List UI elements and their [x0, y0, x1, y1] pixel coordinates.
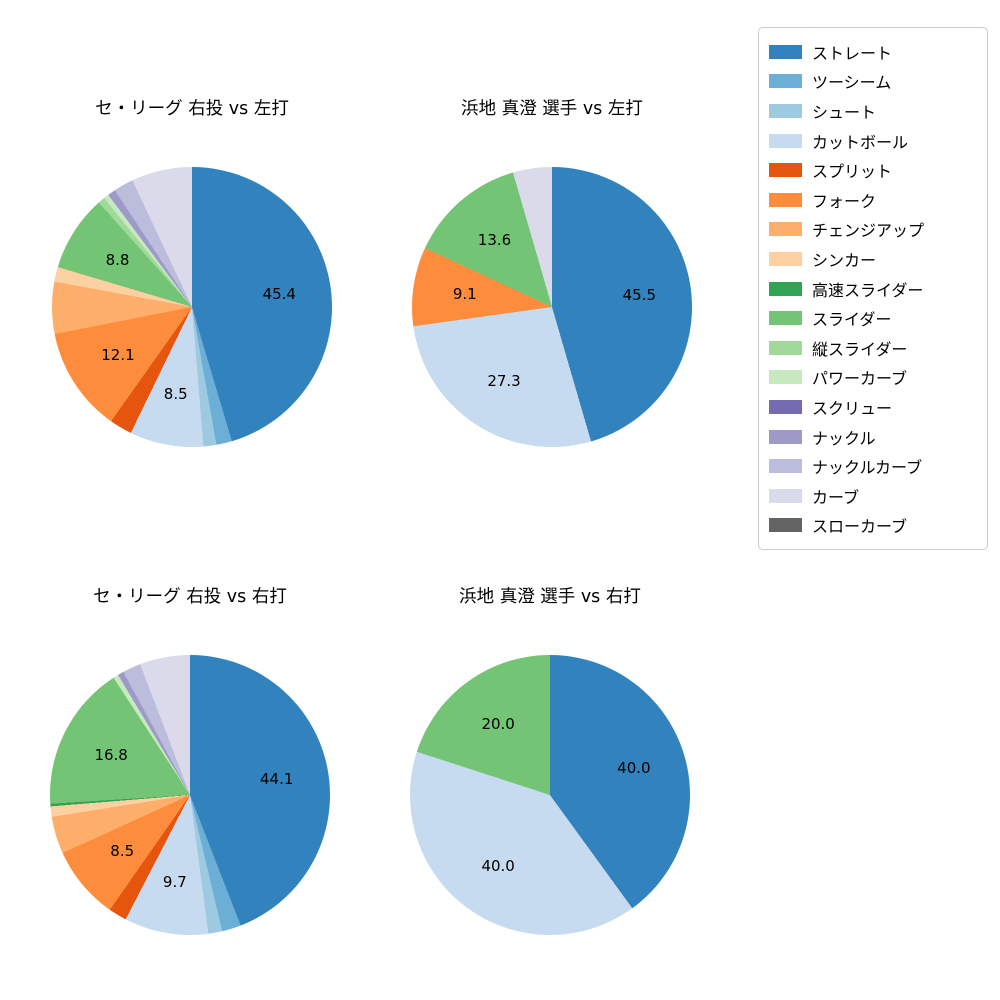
legend-entry: ナックルカーブ	[769, 451, 977, 481]
pie-figure-player-vs-right: 浜地 真澄 選手 vs 右打 40.0 40.0 20.0	[410, 584, 690, 935]
pie-chart: 44.1 9.7 8.5 16.8	[50, 655, 330, 935]
legend-entry: 高速スライダー	[769, 274, 977, 304]
pie-chart: 40.0 40.0 20.0	[410, 655, 690, 935]
legend-label: スプリット	[812, 162, 893, 182]
legend-entry: パワーカーブ	[769, 363, 977, 393]
legend-label: シュート	[812, 102, 877, 122]
legend-label: ストレート	[812, 43, 893, 63]
legend-swatch	[769, 222, 802, 237]
pie-slice-label: 8.8	[105, 250, 130, 269]
legend-label: パワーカーブ	[812, 369, 908, 389]
chart-title: 浜地 真澄 選手 vs 右打	[459, 587, 641, 607]
legend-label: ツーシーム	[812, 73, 892, 93]
pie-slice-label: 44.1	[259, 769, 294, 788]
legend-entry: スローカーブ	[769, 511, 977, 541]
legend-swatch	[769, 251, 802, 266]
legend-entry: ツーシーム	[769, 67, 977, 97]
legend-entry: 縦スライダー	[769, 333, 977, 363]
chart-title: 浜地 真澄 選手 vs 左打	[461, 99, 643, 119]
pie-slice-label: 16.8	[94, 746, 128, 765]
legend-entry: スライダー	[769, 303, 977, 333]
legend-entry: ストレート	[769, 37, 977, 67]
legend-swatch	[769, 340, 802, 355]
pie-slice-label: 45.4	[262, 285, 296, 304]
legend-entry: カットボール	[769, 126, 977, 156]
pie-slice-label: 40.0	[617, 758, 651, 777]
pie-slice-label: 27.3	[487, 372, 521, 391]
legend-entry: チェンジアップ	[769, 215, 977, 245]
legend-swatch	[769, 163, 802, 178]
pie-slice-label: 12.1	[101, 345, 135, 364]
legend-entry: ナックル	[769, 422, 977, 452]
legend-swatch	[769, 429, 802, 444]
chart-title: セ・リーグ 右投 vs 右打	[93, 587, 287, 607]
legend-label: シンカー	[812, 250, 877, 270]
pie-figure-league-vs-right: セ・リーグ 右投 vs 右打 44.1 9.7 8.5 16.8	[50, 584, 330, 935]
pie-slice-label: 20.0	[481, 714, 515, 733]
legend-swatch	[769, 44, 802, 59]
chart-title: セ・リーグ 右投 vs 左打	[95, 99, 289, 119]
pie-slice-label: 8.5	[163, 384, 188, 403]
legend-label: フォーク	[812, 191, 877, 211]
pie-figure-player-vs-left: 浜地 真澄 選手 vs 左打 45.5 27.3 9.1 13.6	[412, 96, 692, 447]
legend-entry: フォーク	[769, 185, 977, 215]
legend-label: スライダー	[812, 310, 892, 330]
legend-label: ナックルカーブ	[812, 458, 923, 478]
legend-swatch	[769, 192, 802, 207]
pie-figure-league-vs-left: セ・リーグ 右投 vs 左打 45.4 8.5 12.1 8.8	[52, 96, 332, 447]
legend-swatch	[769, 74, 802, 89]
legend-swatch	[769, 370, 802, 385]
pie-chart: 45.4 8.5 12.1 8.8	[52, 167, 332, 447]
pie-chart: 45.5 27.3 9.1 13.6	[412, 167, 692, 447]
legend-label: カットボール	[812, 132, 909, 152]
legend: ストレートツーシームシュートカットボール スプリットフォークチェンジアップ シンカー…	[758, 27, 988, 551]
legend-entry: シンカー	[769, 244, 977, 274]
legend-label: チェンジアップ	[812, 221, 925, 241]
pie-slice-label: 45.5	[622, 285, 657, 304]
legend-label: ナックル	[812, 428, 876, 448]
pie-slice-label: 9.7	[162, 872, 187, 891]
pie-slice-label: 8.5	[110, 842, 135, 861]
legend-swatch	[769, 281, 802, 296]
legend-swatch	[769, 488, 802, 503]
legend-entry: スクリュー	[769, 392, 977, 422]
legend-entry: シュート	[769, 96, 977, 126]
legend-entry: カーブ	[769, 481, 977, 511]
legend-swatch	[769, 133, 802, 148]
legend-swatch	[769, 518, 802, 533]
legend-label: スローカーブ	[812, 517, 908, 537]
pie-slice-label: 9.1	[452, 285, 477, 304]
legend-label: スクリュー	[812, 398, 893, 418]
legend-label: 縦スライダー	[812, 339, 908, 359]
legend-entry: スプリット	[769, 155, 977, 185]
legend-swatch	[769, 103, 802, 118]
legend-swatch	[769, 459, 802, 474]
legend-swatch	[769, 311, 802, 326]
pie-slice-label: 40.0	[481, 857, 515, 876]
pie-slice-label: 13.6	[477, 231, 512, 250]
legend-swatch	[769, 399, 802, 414]
legend-label: カーブ	[812, 487, 860, 507]
legend-label: 高速スライダー	[812, 280, 924, 300]
